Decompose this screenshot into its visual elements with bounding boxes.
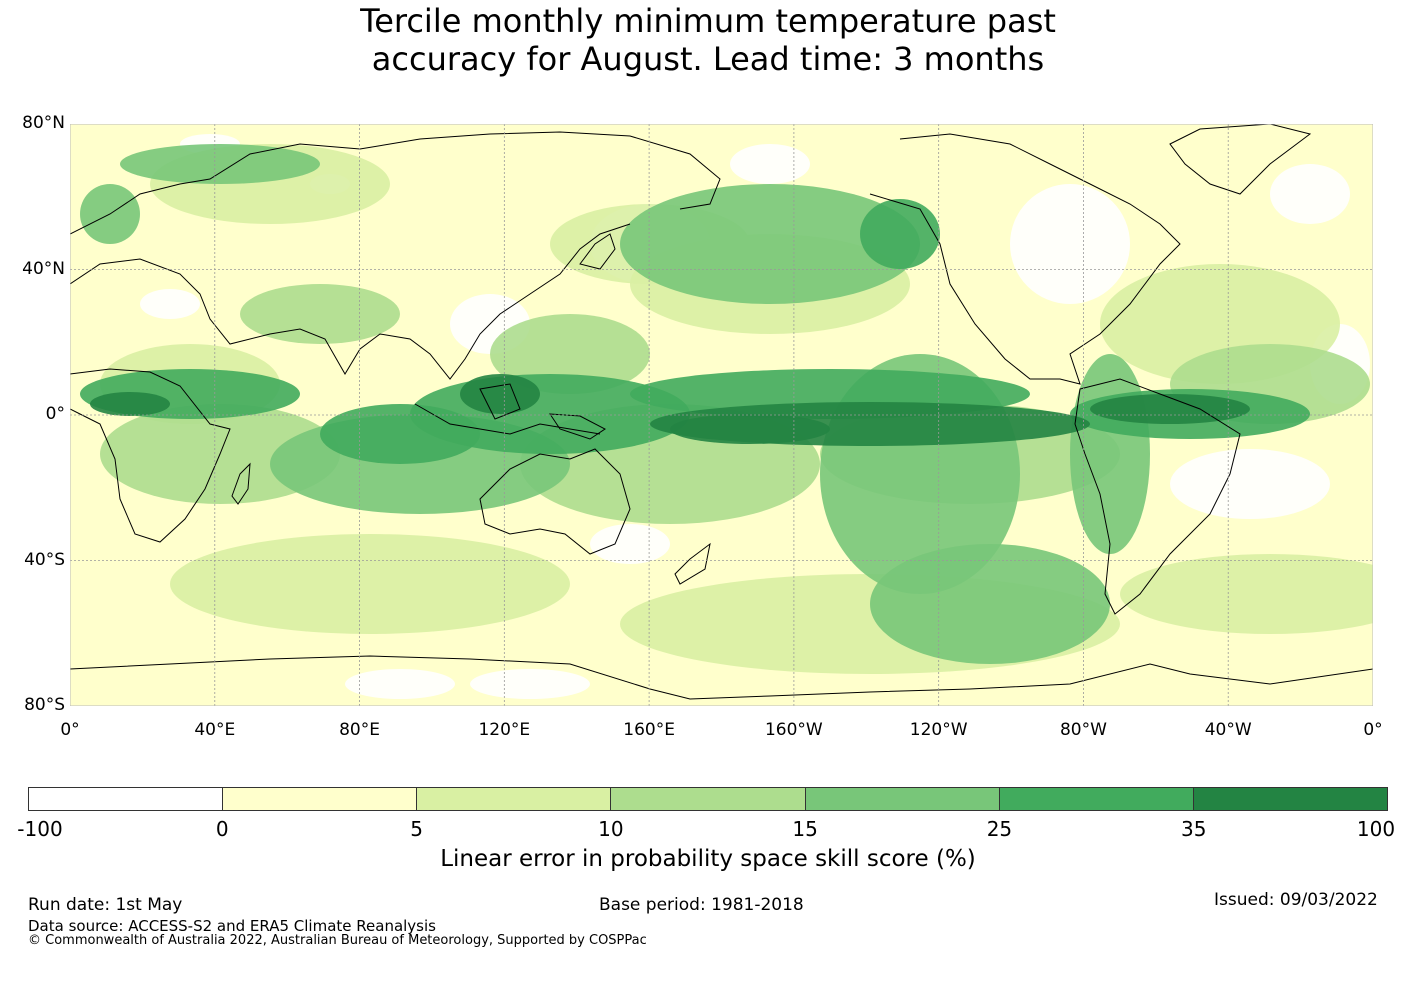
colorbar-segment [611,788,806,810]
latitude-label: 80°S [24,695,65,715]
skill-score-patch [90,392,170,416]
latitude-label: 40°N [22,258,65,279]
coast-south-america [1074,378,1241,615]
skill-score-patch [140,289,200,319]
colorbar-label: Linear error in probability space skill … [440,846,976,872]
skill-score-patch [1170,449,1330,519]
skill-score-patch [870,544,1110,664]
skill-score-patch [590,524,670,564]
coast-greenland [1169,123,1312,195]
coast-eurasia-north [69,131,721,235]
coast-indonesia [414,403,601,435]
longitude-label: 80°W [1059,720,1107,740]
skill-score-patch [120,144,320,184]
skill-score-patch [170,534,570,634]
coast-madagascar [231,462,251,505]
colorbar-tick-label: -100 [17,817,63,841]
colorbar-tick-label: 5 [410,817,423,841]
skill-score-patch [620,184,920,304]
map-title: Tercile monthly minimum temperature past… [0,2,1416,78]
skill-score-patch [345,669,455,699]
colorbar-tick-label: 25 [986,817,1013,841]
coast-eurasia-south [69,223,631,380]
map-canvas [69,123,1416,739]
longitude-label: 40°E [194,720,236,740]
title-line-1: Tercile monthly minimum temperature past [360,2,1056,40]
colorbar-tick-label: 0 [215,817,229,841]
coast-north-america [869,133,1181,385]
skill-score-patch [730,144,810,184]
latitude-label: 40°S [24,549,65,570]
colorbar [28,787,1388,811]
skill-score-patch [670,414,830,444]
longitude-label: 160°E [623,720,675,740]
skill-score-patch [1090,394,1250,424]
coast-africa [69,368,231,543]
skill-score-patch [1070,354,1150,554]
longitude-label: 120°E [478,720,531,740]
longitude-label: 0° [1363,720,1383,740]
skill-score-patch [490,314,650,394]
colorbar-segment [29,788,224,810]
colorbar-segment [223,788,418,810]
colorbar-segment [805,788,1000,810]
skill-score-patch [320,404,480,464]
colorbar-tick-label: 10 [598,817,624,841]
coastlines [69,123,1374,700]
skill-score-map [69,123,1416,739]
copyright: © Commonwealth of Australia 2022, Austra… [28,933,647,948]
colorbar-tick-label: 100 [1356,817,1396,841]
colorbar-segment [999,788,1194,810]
coast-australia [479,448,631,555]
latitude-label: 80°N [22,113,65,133]
latitude-label: 0° [45,404,65,424]
colorbar-tick-label: 35 [1180,817,1207,841]
skill-score-field [80,134,1416,739]
skill-score-patch [240,284,400,344]
title-line-2: accuracy for August. Lead time: 3 months [371,40,1045,78]
longitude-label: 160°W [764,720,823,740]
skill-score-patch [1120,554,1416,634]
coast-antarctica [69,655,1374,700]
longitude-label: 40°W [1204,720,1252,740]
base-period: Base period: 1981-2018 [599,895,804,915]
colorbar-segment [1193,788,1387,810]
issued-date: Issued: 09/03/2022 [1214,890,1378,910]
longitude-label: 0° [60,720,80,740]
coast-japan [579,233,616,270]
longitude-label: 120°W [909,720,968,740]
skill-score-patch [470,669,590,699]
skill-score-patch [1270,164,1350,224]
data-source: Data source: ACCESS-S2 and ERA5 Climate … [28,917,436,935]
longitude-label: 80°E [339,720,380,740]
coast-new-zealand [674,542,711,585]
skill-score-patch [1010,184,1130,304]
coast-borneo [479,383,521,420]
coast-new-guinea [549,413,606,440]
colorbar-tick-label: 15 [792,817,818,841]
skill-score-patch [460,374,540,414]
colorbar-segment [417,788,612,810]
run-date: Run date: 1st May [28,895,183,915]
skill-score-patch [860,199,940,269]
